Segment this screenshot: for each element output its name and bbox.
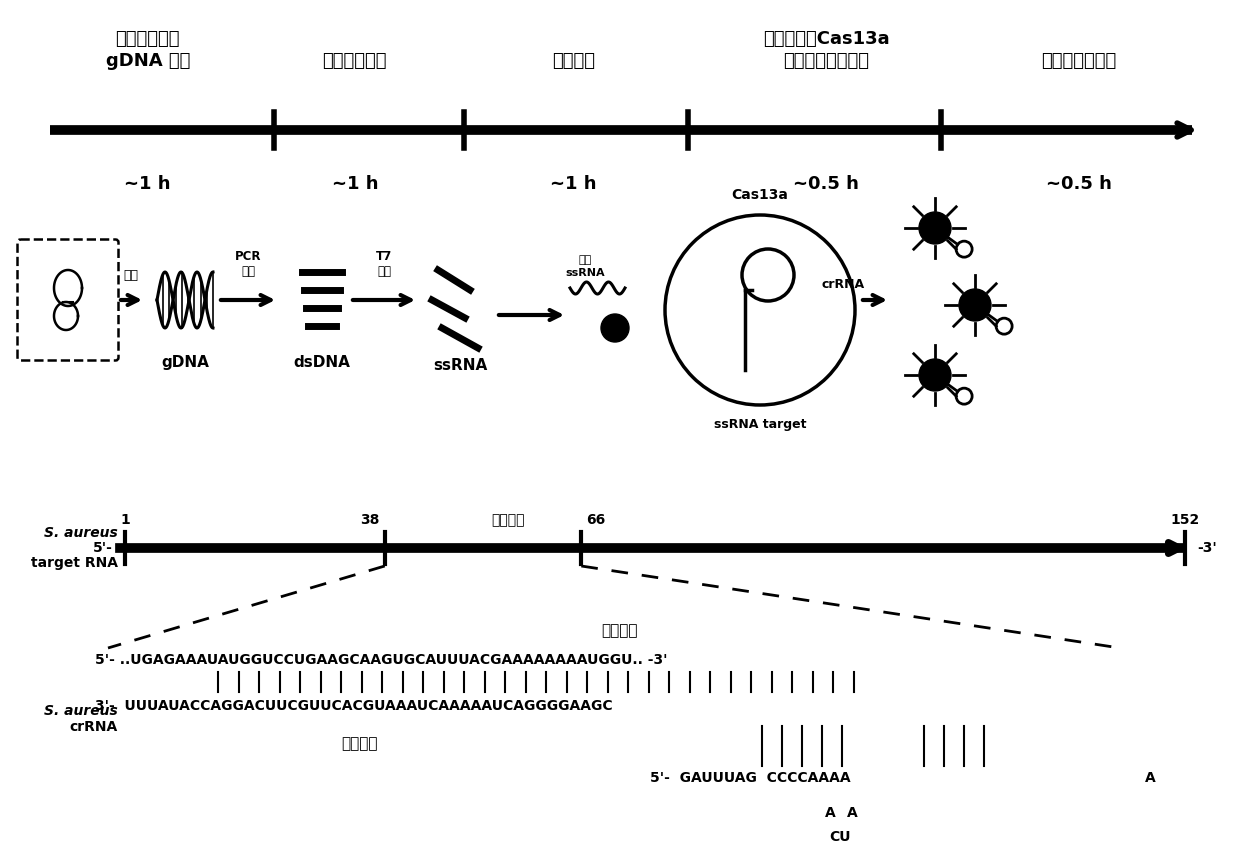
Text: crRNA: crRNA [822,279,866,292]
Text: 数据处理并报告: 数据处理并报告 [1042,52,1117,70]
Text: 38: 38 [361,513,379,527]
Text: 非特异性的Cas13a
切和荧光信号读取: 非特异性的Cas13a 切和荧光信号读取 [763,29,889,70]
Text: 样品预处理及
gDNA 提取: 样品预处理及 gDNA 提取 [105,29,190,70]
Text: ~1 h: ~1 h [331,175,378,193]
Text: 5'-  GAUUUAG  CCCCAAAA: 5'- GAUUUAG CCCCAAAA [650,771,851,785]
Text: CU: CU [830,830,851,844]
Text: 5'- ..UGAGAAAUAUGGUCCUGAAGCAAGUGCAUUUACGAAAAAAAAUGGU.. -3': 5'- ..UGAGAAAUAUGGUCCUGAAGCAAGUGCAUUUACG… [95,653,667,667]
Text: PCR
扩增: PCR 扩增 [234,250,262,278]
Text: A: A [847,806,857,820]
Text: 目的基因扩增: 目的基因扩增 [322,52,387,70]
Text: ssRNA target: ssRNA target [714,418,806,431]
Text: ~0.5 h: ~0.5 h [794,175,859,193]
Text: gDNA: gDNA [161,355,208,370]
Text: A: A [1145,771,1156,785]
Text: T7
转录: T7 转录 [376,250,392,278]
Text: Cas13a: Cas13a [732,188,789,202]
Text: 提取: 提取 [124,269,139,282]
Text: 152: 152 [1171,513,1199,527]
Text: 1: 1 [120,513,130,527]
Text: 5'-: 5'- [93,541,113,555]
Text: ssRNA: ssRNA [565,268,605,278]
Text: crRNA: crRNA [69,720,118,734]
Text: 66: 66 [587,513,605,527]
Circle shape [959,289,991,321]
Text: A: A [825,806,836,820]
Circle shape [919,212,951,244]
Text: target RNA: target RNA [31,556,118,570]
Text: dsDNA: dsDNA [294,355,351,370]
Text: S. aureus: S. aureus [45,704,118,718]
Text: ~0.5 h: ~0.5 h [1047,175,1112,193]
Text: -3': -3' [1197,541,1216,555]
FancyBboxPatch shape [17,240,119,360]
Text: ~1 h: ~1 h [124,175,171,193]
Text: ~1 h: ~1 h [551,175,596,193]
Text: S. aureus: S. aureus [45,526,118,540]
Text: 3'-  UUUAUACCAGGACUUCGUUCACGUAAAUCAAAAAUCAGGGGAAGC: 3'- UUUAUACCAGGACUUCGUUCACGUAAAUCAAAAAUC… [95,699,613,713]
Circle shape [919,359,951,391]
Text: 目的片段: 目的片段 [491,513,525,527]
Text: 目的片段: 目的片段 [601,623,639,638]
Text: ssRNA: ssRNA [433,358,487,373]
Text: 间隔序列: 间隔序列 [342,736,378,751]
Text: 报告: 报告 [578,255,591,265]
Circle shape [601,314,629,342]
Text: 体外转录: 体外转录 [552,52,595,70]
